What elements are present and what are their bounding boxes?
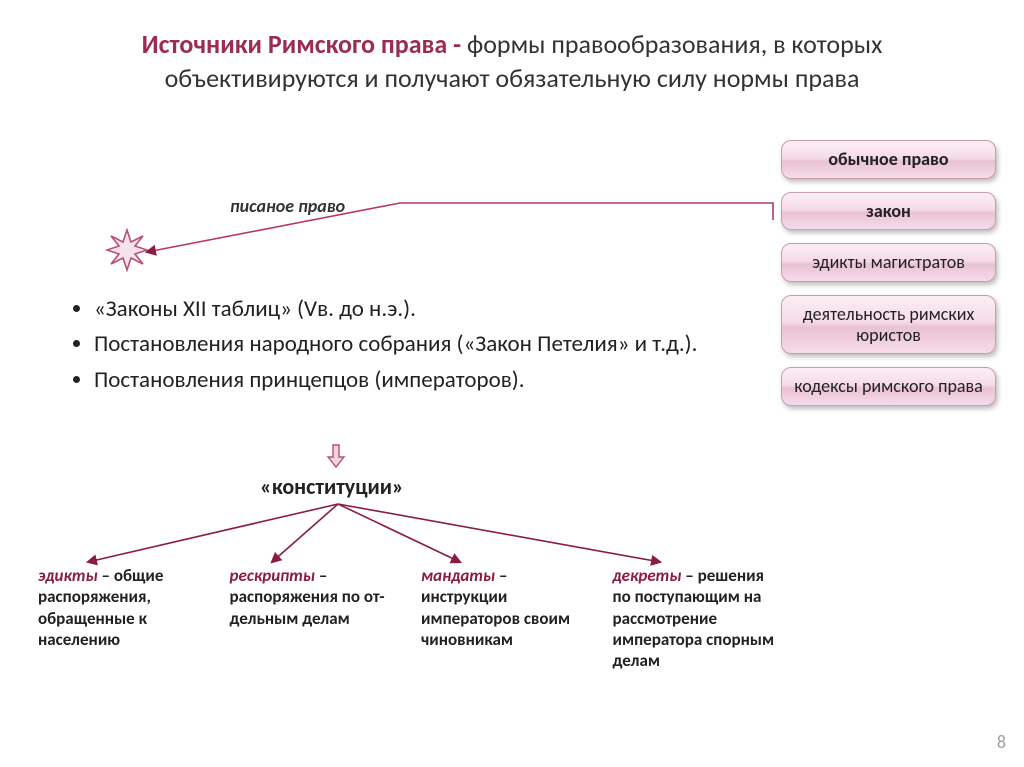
slide-title: Источники Римского права - формы правооб… — [0, 0, 1024, 96]
source-box: закон — [781, 192, 996, 231]
source-box: кодексы римского права — [781, 367, 996, 406]
def-term: мандаты — [421, 565, 495, 586]
down-arrow-icon — [324, 443, 348, 469]
sources-column: обычное право закон эдикты магистратов д… — [781, 140, 996, 406]
list-item: «Законы XII таблиц» (Vв. до н.э.). — [94, 293, 697, 326]
starburst-icon — [105, 228, 149, 272]
def-term: эдикты — [38, 565, 98, 586]
def-term: рескрипты — [230, 565, 316, 586]
slide-number: 8 — [997, 731, 1006, 753]
list-item: Постановления народного собрания («Закон… — [94, 328, 697, 361]
source-box: деятельность римских юристов — [781, 295, 996, 354]
title-emphasis: Источники Римского права - — [142, 28, 467, 60]
source-box: эдикты магистратов — [781, 243, 996, 282]
def-term: декреты — [613, 565, 682, 586]
bullet-list: «Законы XII таблиц» (Vв. до н.э.). Поста… — [70, 293, 697, 399]
source-box: обычное право — [781, 140, 996, 179]
definition-col: мандаты – инструкции императоров своим ч… — [421, 565, 587, 671]
definition-col: рескрипты – распоряжения по от-дельным д… — [230, 565, 396, 671]
definition-col: декреты – решения по поступающим на расс… — [613, 565, 779, 671]
constitution-label: «конституции» — [260, 473, 404, 500]
list-item: Постановления принцепцов (императоров). — [94, 364, 697, 397]
definitions-row: эдикты – общие распоряжения, обращенные … — [38, 565, 778, 671]
definition-col: эдикты – общие распоряжения, обращенные … — [38, 565, 204, 671]
written-law-label: писаное право — [230, 195, 345, 217]
